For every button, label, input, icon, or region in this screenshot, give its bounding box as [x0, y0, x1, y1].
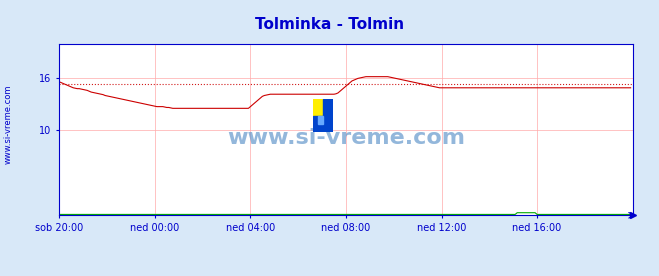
Bar [313, 116, 333, 132]
Bar [313, 99, 323, 116]
Text: www.si-vreme.com: www.si-vreme.com [3, 84, 13, 164]
Bar [323, 99, 333, 116]
Text: Tolminka - Tolmin: Tolminka - Tolmin [255, 17, 404, 31]
Text: www.si-vreme.com: www.si-vreme.com [227, 128, 465, 148]
Bar [318, 116, 323, 124]
